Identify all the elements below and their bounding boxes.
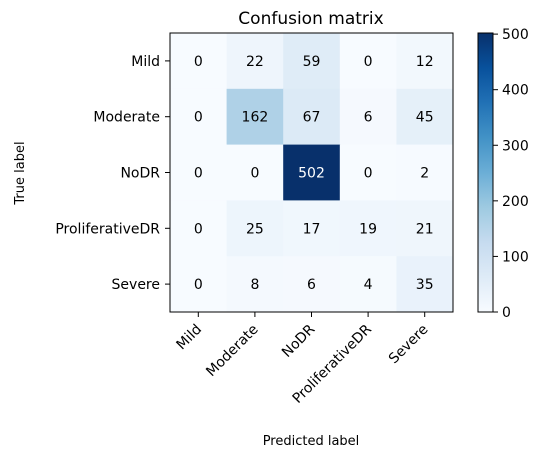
y-tick-label: Moderate [93,110,160,126]
colorbar-tick-label: 100 [502,249,529,265]
heatmap-cell-r0-c1 [226,33,284,90]
cell-value-r1-c3: 6 [364,110,373,126]
y-tick-label: Mild [131,54,160,70]
colorbar-tick-label: 0 [502,305,511,321]
y-tick-label: ProliferativeDR [55,221,160,237]
heatmap-cell-r4-c3 [339,256,397,313]
heatmap-cell-r0-c3 [339,33,397,90]
y-tick-label: NoDR [120,166,160,182]
heatmap-cell-r3-c3 [339,200,397,257]
cell-value-r0-c3: 0 [364,54,373,70]
cell-value-r2-c0: 0 [194,166,203,182]
colorbar [477,32,494,313]
heatmap-cell-r1-c0 [170,88,228,146]
heatmap-cell-r3-c1 [226,200,284,257]
heatmap-cell-r4-c4 [396,256,454,313]
x-axis-label: Predicted label [263,434,360,449]
y-tick-label: Severe [112,277,160,293]
colorbar-ticks: 0 100 200 300 400 500 [493,27,529,321]
x-tick-label: Mild [173,322,205,354]
cell-value-r4-c3: 4 [364,277,373,293]
x-tick-label: Moderate [203,322,261,380]
heatmap-cells [170,33,454,313]
cell-value-r4-c2: 6 [307,277,316,293]
cell-value-r1-c2: 67 [303,110,321,126]
cell-value-r3-c3: 19 [359,221,377,237]
heatmap-cell-r1-c2 [283,88,341,146]
cell-value-r3-c1: 25 [246,221,264,237]
cell-value-r1-c4: 45 [416,110,434,126]
heatmap-cell-r2-c4 [396,144,454,201]
cell-value-r4-c1: 8 [250,277,259,293]
cell-value-r0-c2: 59 [303,54,321,70]
heatmap-cell-r2-c3 [339,144,397,201]
cell-value-r2-c2: 502 [298,166,325,182]
cell-value-r0-c4: 12 [416,54,434,70]
heatmap-cell-r4-c0 [170,256,228,313]
y-axis-label: True label [13,141,28,205]
heatmap-cell-r3-c2 [283,200,341,257]
cell-value-r0-c0: 0 [194,54,203,70]
cell-value-r2-c1: 0 [250,166,259,182]
heatmap-cell-r1-c4 [396,88,454,146]
heatmap-cell-r4-c1 [226,256,284,313]
heatmap-cell-r0-c0 [170,33,228,90]
cell-value-r3-c2: 17 [303,221,321,237]
cell-value-r3-c4: 21 [416,221,434,237]
heatmap-cell-r0-c2 [283,33,341,90]
cell-value-r4-c4: 35 [416,277,434,293]
heatmap-cell-r0-c4 [396,33,454,90]
heatmap-cell-r2-c2 [283,144,341,201]
heatmap-cell-labels: 0 22 59 0 12 0 162 67 6 45 0 0 502 0 2 0 25 17 19 21 0 8 6 4 35 [194,54,434,293]
heatmap-cell-r1-c1 [226,88,284,146]
y-axis-ticks: Mild Moderate NoDR ProliferativeDR Severe [55,54,170,293]
colorbar-tick-label: 400 [502,83,529,99]
heatmap-cell-r1-c3 [339,88,397,146]
cell-value-r2-c3: 0 [364,166,373,182]
cell-value-r1-c0: 0 [194,110,203,126]
heatmap-cell-r2-c1 [226,144,284,201]
heatmap-cell-r3-c0 [170,200,228,257]
x-tick-label: NoDR [279,321,318,360]
cell-value-r4-c0: 0 [194,277,203,293]
cell-value-r3-c0: 0 [194,221,203,237]
cell-value-r0-c1: 22 [246,54,264,70]
heatmap-cell-r2-c0 [170,144,228,201]
colorbar-tick-label: 200 [502,194,529,210]
chart-title: Confusion matrix [238,9,383,29]
cell-value-r2-c4: 2 [420,166,429,182]
x-tick-label: Severe [386,322,432,368]
colorbar-tick-label: 500 [502,27,529,43]
colorbar-tick-label: 300 [502,138,529,154]
cell-value-r1-c1: 162 [242,110,269,126]
heatmap-cell-r4-c2 [283,256,341,313]
heatmap-cell-r3-c4 [396,200,454,257]
